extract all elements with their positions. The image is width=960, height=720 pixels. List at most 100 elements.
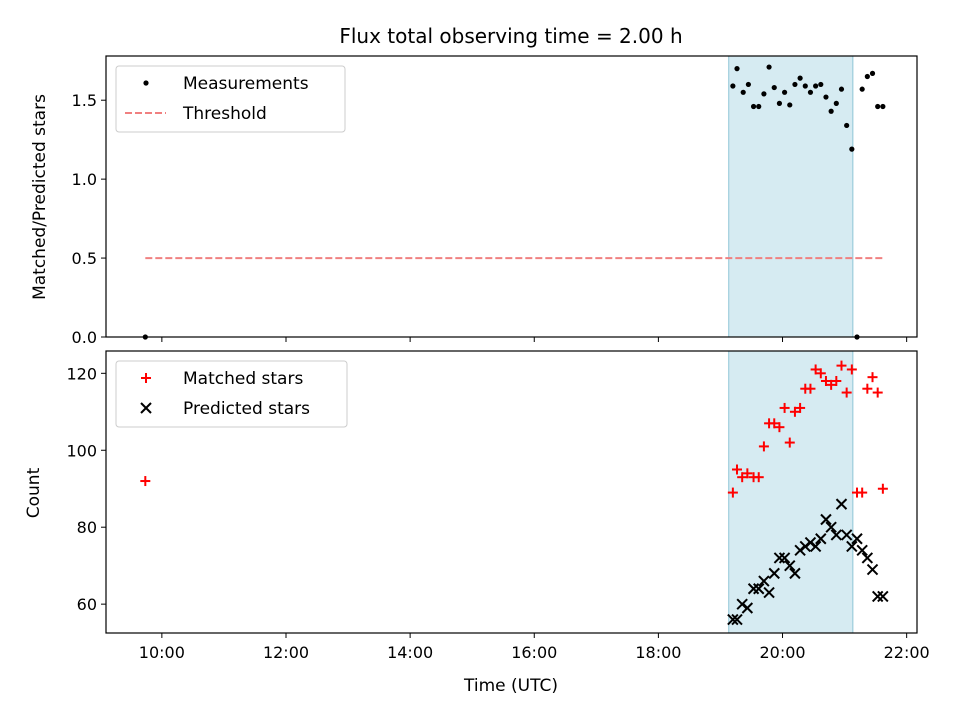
- predicted-star-point: [861, 552, 874, 564]
- predicted-star-point: [784, 559, 796, 572]
- matched-star-point: [836, 360, 847, 371]
- measurement-point: [864, 73, 870, 80]
- observing-window-band: [728, 56, 853, 337]
- predicted-star-point: [763, 586, 775, 599]
- predicted-star-point: [840, 529, 853, 541]
- measurement-point: [766, 64, 772, 70]
- matched-star-point: [784, 437, 795, 448]
- observing-window-band: [728, 351, 853, 633]
- measurement-point: [797, 75, 803, 81]
- measurement-point: [859, 86, 865, 92]
- predicted-star-point: [830, 529, 843, 541]
- matched-star-point: [820, 376, 831, 387]
- y-tick-label: 60: [77, 595, 97, 614]
- matched-star-point: [810, 364, 821, 375]
- chart-title: Flux total observing time = 2.00 h: [339, 24, 682, 48]
- measurement-point: [730, 83, 736, 89]
- predicted-star-point: [815, 533, 827, 545]
- legend-label: Predicted stars: [183, 399, 310, 419]
- x-axis-label: Time (UTC): [463, 676, 558, 696]
- matched-star-point: [805, 383, 816, 394]
- x-tick-label: 16:00: [511, 643, 557, 662]
- legend-matched-marker: [141, 373, 151, 383]
- y-tick-label: 1.5: [72, 91, 97, 110]
- x-tick-label: 20:00: [759, 643, 805, 662]
- measurement-point: [802, 83, 808, 89]
- measurement-point: [813, 83, 819, 89]
- matched-star-point: [774, 422, 785, 433]
- measurement-point: [781, 89, 788, 95]
- predicted-star-point: [825, 521, 837, 533]
- predicted-star-point: [747, 583, 760, 595]
- count-panel: 60 80 100 120 10:00 12:00 14:00 16:00 18:00 20:00…: [66, 350, 930, 662]
- legend: Matched stars Predicted stars: [115, 360, 348, 428]
- plot-frame: [105, 350, 918, 634]
- measurement-point: [869, 70, 876, 76]
- predicted-star-point: [773, 552, 786, 564]
- x-tick-label: 10:00: [139, 643, 185, 662]
- measurement-point: [776, 100, 783, 106]
- measurement-point: [771, 84, 777, 91]
- x-tick-label: 22:00: [884, 643, 930, 662]
- matched-star-point: [846, 364, 857, 375]
- y-tick-label: 80: [77, 518, 97, 537]
- matched-star-point: [826, 379, 837, 390]
- y-tick-label: 120: [66, 364, 97, 383]
- measurement-point: [818, 81, 824, 88]
- measurement-point: [849, 146, 855, 152]
- matched-star-point: [727, 487, 738, 498]
- y-axis-label-count: Count: [24, 467, 44, 518]
- measurement-point: [880, 103, 886, 110]
- predicted-star-point: [753, 583, 765, 595]
- measurement-point: [734, 66, 740, 72]
- measurement-point: [750, 103, 757, 110]
- x-tick-label: 12:00: [263, 643, 309, 662]
- plot-frame: [105, 55, 918, 338]
- y-axis-label-ratio: Matched/Predicted stars: [30, 94, 50, 300]
- predicted-star-point: [789, 567, 801, 580]
- predicted-star-point: [851, 533, 863, 545]
- measurement-point: [833, 100, 839, 106]
- legend-label: Measurements: [183, 74, 309, 94]
- matched-star-point: [877, 483, 888, 494]
- matched-star-point: [815, 368, 826, 379]
- measurement-point: [740, 89, 746, 95]
- matched-star-point: [140, 476, 151, 487]
- predicted-star-point: [778, 552, 791, 564]
- x-tick-label: 14:00: [387, 643, 433, 662]
- matched-star-point: [779, 402, 790, 413]
- predicted-star-point: [727, 613, 739, 626]
- measurement-point: [756, 103, 762, 110]
- measurement-point: [844, 122, 850, 129]
- measurement-point: [828, 108, 834, 114]
- y-tick-label: 0.5: [72, 249, 97, 268]
- measurement-point: [838, 86, 845, 92]
- matched-star-point: [867, 372, 878, 383]
- predicted-star-point: [731, 613, 743, 626]
- matched-star-point: [742, 468, 753, 479]
- legend-box: [115, 360, 348, 428]
- matched-star-point: [732, 464, 743, 475]
- matched-star-point: [841, 387, 852, 398]
- measurement-point: [761, 91, 767, 97]
- y-tick-label: 1.0: [72, 170, 97, 189]
- matched-star-point: [831, 376, 842, 387]
- x-tick-label: 18:00: [635, 643, 681, 662]
- predicted-star-point: [758, 575, 770, 587]
- y-tick-label: 100: [66, 441, 97, 460]
- matched-star-point: [857, 487, 868, 498]
- predicted-star-point: [856, 544, 868, 556]
- predicted-star-point: [871, 590, 884, 603]
- matched-star-point: [795, 402, 806, 413]
- matched-star-point: [872, 387, 883, 398]
- predicted-star-point: [741, 602, 754, 614]
- predicted-star-point: [846, 540, 858, 553]
- predicted-star-point: [835, 498, 848, 510]
- predicted-star-point: [820, 513, 832, 526]
- measurement-point: [745, 81, 751, 88]
- predicted-star-point: [809, 540, 822, 553]
- predicted-star-point: [768, 567, 780, 580]
- matched-star-point: [758, 441, 769, 452]
- predicted-star-point: [877, 590, 889, 603]
